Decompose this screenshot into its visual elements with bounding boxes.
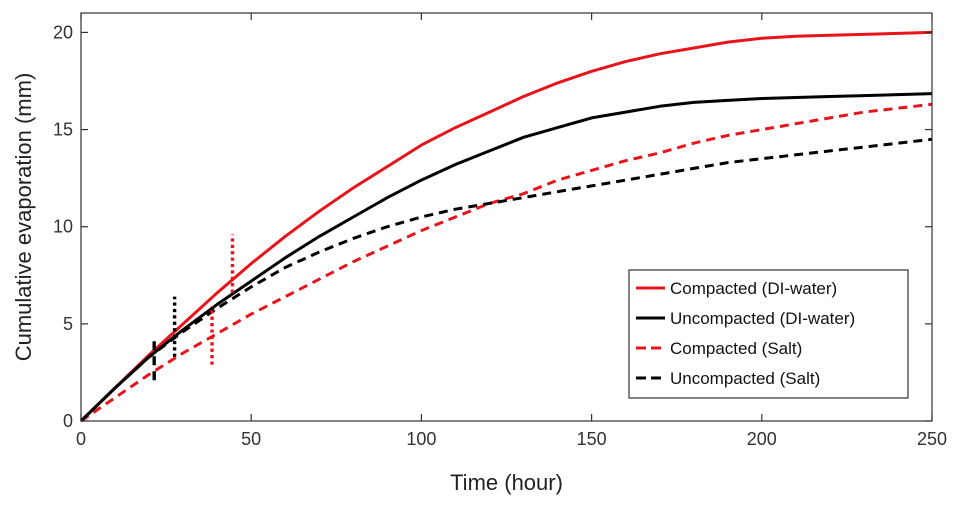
y-tick-label: 0	[63, 411, 73, 431]
y-tick-label: 15	[53, 120, 73, 140]
x-tick-label: 100	[406, 429, 436, 449]
x-tick-label: 50	[241, 429, 261, 449]
series-line-3	[80, 102, 933, 423]
y-axis-title: Cumulative evaporation (mm)	[11, 73, 36, 362]
legend-label: Uncompacted (Salt)	[670, 369, 820, 388]
y-tick-label: 10	[53, 217, 73, 237]
y-tick-label: 20	[53, 22, 73, 42]
plot-marks	[79, 30, 933, 423]
legend: Compacted (DI-water) Uncompacted (DI-wate…	[628, 269, 909, 399]
x-axis-title: Time (hour)	[450, 470, 563, 495]
x-tick-label: 0	[76, 429, 86, 449]
y-tick-label: 5	[63, 314, 73, 334]
legend-label: Compacted (DI-water)	[670, 279, 837, 298]
x-tick-label: 250	[917, 429, 947, 449]
series-line-4	[79, 137, 933, 423]
legend-label: Compacted (Salt)	[670, 339, 802, 358]
x-tick-label: 150	[577, 429, 607, 449]
legend-label: Uncompacted (DI-water)	[670, 309, 855, 328]
series-line-1	[79, 30, 933, 423]
series-line-2	[79, 92, 933, 423]
plot-frame	[80, 12, 933, 422]
legend-box	[628, 269, 909, 399]
x-tick-label: 200	[747, 429, 777, 449]
